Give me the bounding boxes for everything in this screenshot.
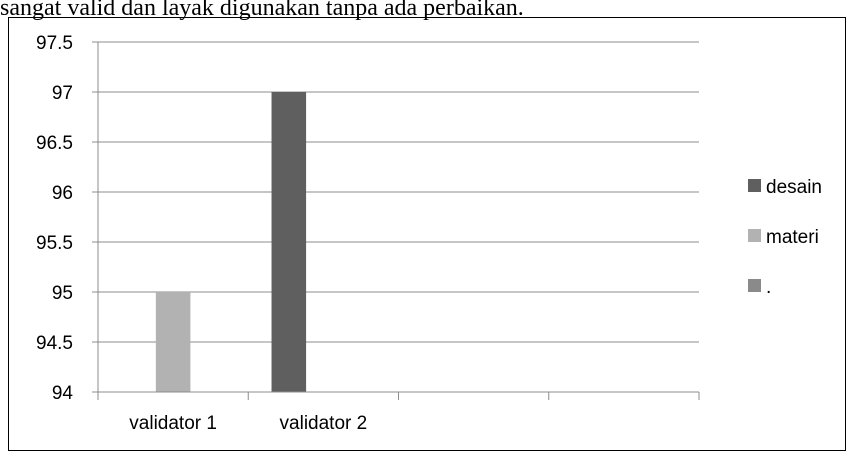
legend: desain materi. [748, 177, 822, 298]
legend-swatch [748, 279, 761, 292]
x-tick-label: validator 2 [280, 413, 368, 434]
grid-lines [98, 41, 699, 343]
y-tick-label: 94.5 [36, 333, 73, 354]
x-tick-label: validator 1 [129, 413, 217, 434]
bar-materi-0 [155, 292, 191, 392]
legend-swatch [748, 229, 761, 242]
x-axis [97, 391, 700, 400]
y-tick-label: 95.5 [36, 233, 73, 254]
chart-frame [8, 17, 846, 451]
caption-text: sangat valid dan layak digunakan tanpa a… [0, 0, 524, 21]
y-tick-label: 95 [52, 283, 73, 304]
y-tick-label: 94 [52, 383, 74, 404]
y-tick-label: 97 [52, 83, 73, 104]
bars [155, 92, 307, 392]
y-tick-label: 96 [52, 183, 73, 204]
y-tick-label: 97.5 [36, 33, 73, 54]
legend-label: materi [766, 227, 819, 248]
x-axis-labels: validator 1 validator 2 [129, 413, 367, 434]
legend-swatch [748, 179, 761, 192]
y-axis-ticks: 94 94.5 95 95.5 96 96.5 97 97.5 [36, 33, 99, 404]
legend-label: . [766, 277, 771, 298]
y-tick-label: 96.5 [36, 133, 73, 154]
bar-desain-1 [271, 92, 307, 392]
legend-label: desain [766, 177, 822, 198]
